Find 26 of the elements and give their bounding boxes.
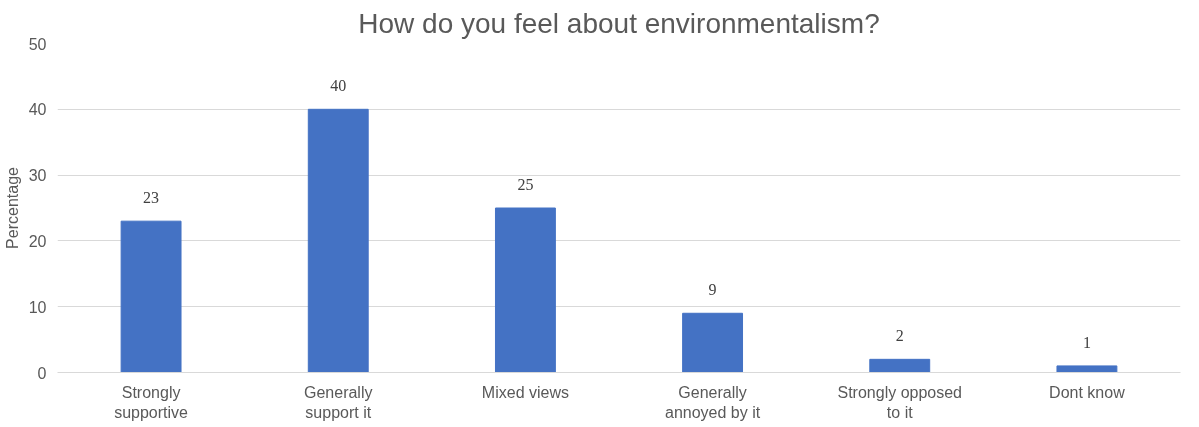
- bar: [307, 108, 369, 373]
- data-label: 9: [708, 281, 717, 299]
- y-tick-label: 0: [37, 364, 47, 382]
- data-label: 25: [517, 176, 534, 193]
- data-label: 23: [143, 189, 160, 207]
- y-tick-label: 10: [28, 298, 47, 316]
- bar: [494, 207, 556, 373]
- y-tick-label: 30: [28, 167, 47, 185]
- y-axis-title: Percentage: [3, 166, 21, 249]
- data-label: 2: [895, 327, 904, 345]
- x-tick-label: Strongly supportive: [114, 383, 189, 421]
- y-tick-label: 20: [28, 232, 47, 250]
- bar: [869, 358, 931, 373]
- bar: [1056, 365, 1118, 373]
- bar: [682, 312, 744, 373]
- x-tick-label: Dont know: [1049, 383, 1126, 401]
- chart-title: How do you feel about environmentalism?: [358, 7, 880, 39]
- y-tick-label: 40: [28, 101, 47, 119]
- x-tick-label: Mixed views: [481, 383, 569, 401]
- x-tick-label: Generally support it: [304, 383, 373, 421]
- bar: [120, 220, 182, 373]
- data-label: 40: [330, 77, 347, 95]
- x-tick-label: Strongly opposed to it: [837, 383, 963, 421]
- x-tick-label: Generally annoyed by it: [664, 383, 761, 421]
- y-tick-label: 50: [28, 35, 47, 53]
- data-label: 1: [1082, 333, 1091, 351]
